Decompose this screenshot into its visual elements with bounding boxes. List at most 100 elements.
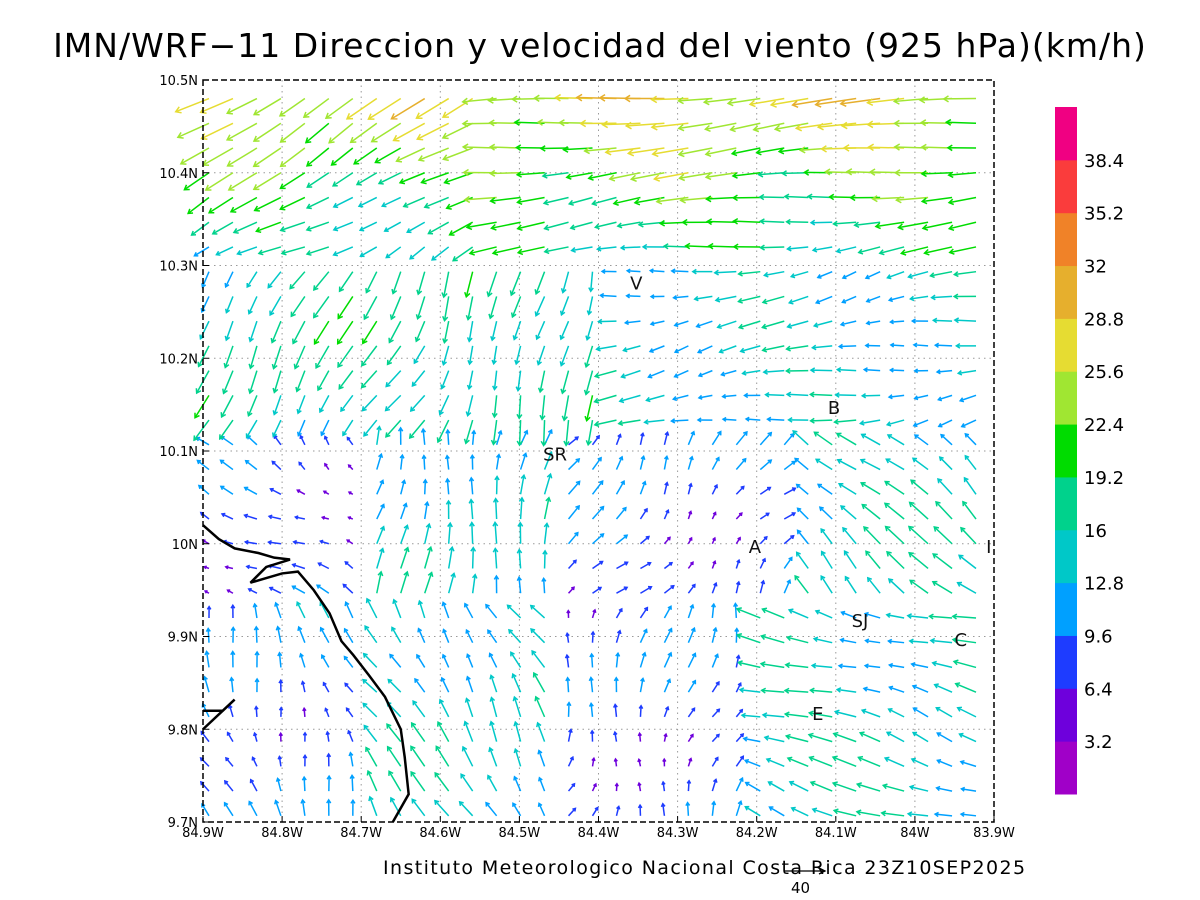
wind-vector bbox=[787, 417, 809, 423]
wind-vector bbox=[589, 652, 595, 668]
wind-vector bbox=[696, 345, 713, 354]
wind-vector bbox=[705, 195, 737, 203]
wind-vector bbox=[687, 707, 696, 718]
wind-vector bbox=[913, 368, 929, 374]
wind-vector bbox=[814, 295, 833, 305]
wind-vector bbox=[518, 496, 525, 520]
wind-vector bbox=[752, 122, 785, 133]
wind-vector bbox=[203, 590, 210, 594]
wind-vector bbox=[910, 318, 929, 324]
wind-vector bbox=[714, 295, 737, 303]
wind-vector bbox=[947, 221, 977, 232]
wind-vector bbox=[711, 778, 718, 792]
colorbar-segment bbox=[1055, 476, 1077, 531]
wind-vector bbox=[637, 757, 642, 767]
wind-vector bbox=[840, 610, 857, 619]
wind-vector bbox=[865, 550, 881, 569]
wind-vector bbox=[515, 370, 522, 392]
wind-vector bbox=[711, 756, 719, 767]
wind-vector bbox=[648, 345, 665, 353]
wind-vector bbox=[506, 604, 522, 619]
wind-vector bbox=[363, 296, 378, 321]
wind-vector bbox=[492, 521, 499, 544]
wind-vector bbox=[839, 320, 857, 327]
wind-vector bbox=[663, 678, 672, 693]
wind-vector bbox=[587, 172, 617, 181]
wind-vector bbox=[660, 802, 666, 816]
wind-vector bbox=[616, 221, 641, 229]
wind-vector bbox=[424, 571, 434, 594]
wind-vector bbox=[618, 394, 641, 404]
wind-vector bbox=[835, 366, 857, 373]
wind-vector bbox=[663, 605, 672, 619]
wind-vector bbox=[759, 633, 785, 644]
wind-vector bbox=[519, 452, 528, 470]
wind-vector bbox=[365, 597, 378, 619]
wind-vector bbox=[536, 721, 546, 742]
wind-vector bbox=[783, 193, 809, 200]
wind-vector bbox=[292, 320, 306, 345]
wind-vector bbox=[591, 782, 597, 792]
wind-vector bbox=[814, 97, 857, 108]
wind-vector bbox=[423, 545, 433, 569]
wind-vector bbox=[488, 746, 498, 767]
wind-vector bbox=[565, 172, 593, 180]
wind-vector bbox=[491, 246, 521, 256]
wind-vector bbox=[224, 565, 234, 570]
wind-vector bbox=[885, 458, 905, 471]
wind-vector bbox=[279, 221, 306, 233]
wind-vector bbox=[386, 345, 402, 366]
wind-vector bbox=[417, 627, 426, 643]
wind-vector bbox=[639, 455, 646, 470]
wind-vector bbox=[863, 611, 881, 619]
wind-vector bbox=[414, 677, 426, 693]
wind-vector bbox=[591, 756, 596, 767]
wind-vector bbox=[765, 757, 785, 768]
wind-vector bbox=[670, 268, 689, 274]
wind-vector bbox=[227, 172, 258, 191]
wind-vector bbox=[302, 731, 308, 742]
wind-vector bbox=[954, 682, 977, 693]
wind-vector bbox=[748, 97, 785, 108]
wind-vector bbox=[300, 680, 306, 693]
wind-vector bbox=[885, 612, 905, 619]
wind-vector bbox=[832, 220, 857, 227]
wind-vector bbox=[956, 581, 977, 594]
wind-vector bbox=[243, 539, 258, 545]
wind-vector bbox=[441, 345, 450, 367]
wind-vector bbox=[863, 663, 881, 669]
wind-vector bbox=[353, 147, 378, 165]
wind-vector bbox=[380, 196, 402, 208]
wind-vector bbox=[911, 684, 929, 693]
wind-vector bbox=[744, 781, 761, 792]
wind-vector bbox=[673, 345, 689, 354]
wind-vector bbox=[243, 486, 258, 495]
wind-vector bbox=[760, 687, 785, 694]
wind-vector bbox=[386, 723, 402, 743]
wind-vector bbox=[306, 172, 330, 188]
wind-vector bbox=[435, 745, 450, 767]
wind-vector bbox=[348, 751, 354, 767]
wind-vector bbox=[865, 320, 881, 326]
wind-vector bbox=[296, 395, 306, 415]
wind-vector bbox=[601, 120, 641, 129]
wind-vector bbox=[273, 434, 282, 446]
wind-vector bbox=[487, 629, 498, 644]
wind-vector bbox=[219, 459, 234, 471]
wind-vector bbox=[417, 599, 426, 619]
wind-vector bbox=[447, 521, 453, 544]
wind-vector bbox=[512, 695, 522, 718]
wind-vector bbox=[860, 433, 881, 446]
wind-vector bbox=[633, 196, 665, 206]
wind-vector bbox=[663, 627, 673, 644]
wind-vector bbox=[711, 733, 720, 743]
wind-vector bbox=[866, 576, 881, 594]
wind-vector bbox=[559, 320, 570, 341]
wind-vector bbox=[758, 218, 785, 225]
wind-vector bbox=[857, 755, 881, 768]
wind-vector bbox=[731, 194, 761, 202]
wind-vector bbox=[759, 512, 770, 520]
wind-vector bbox=[253, 625, 260, 643]
wind-vector bbox=[357, 196, 378, 208]
wind-vector bbox=[253, 196, 282, 212]
